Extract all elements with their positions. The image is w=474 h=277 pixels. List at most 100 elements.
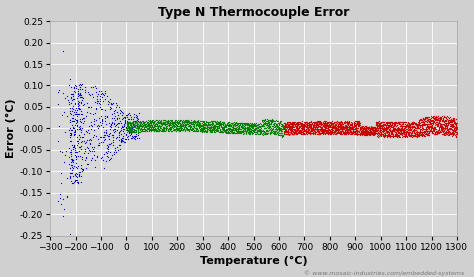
Point <box>277 131 285 135</box>
Point <box>406 130 414 135</box>
Point <box>326 123 334 128</box>
Point <box>243 127 250 131</box>
Point <box>301 129 309 133</box>
Point <box>223 130 230 134</box>
Point <box>74 94 82 98</box>
Point <box>385 130 393 134</box>
Point <box>155 126 162 130</box>
Point <box>165 122 173 126</box>
Point <box>202 119 210 124</box>
Point <box>372 127 379 132</box>
Point <box>392 127 400 132</box>
Point <box>452 124 459 128</box>
Point <box>406 128 414 132</box>
Point <box>266 119 273 124</box>
Point <box>194 120 201 124</box>
Point <box>274 130 282 134</box>
Point <box>192 126 200 130</box>
Point <box>84 105 92 109</box>
Point <box>346 129 354 134</box>
Point <box>340 125 348 129</box>
Point <box>412 128 419 132</box>
Point <box>453 126 460 130</box>
Point <box>106 150 114 154</box>
Point <box>283 121 291 126</box>
Point <box>160 118 168 122</box>
Point <box>421 122 428 127</box>
Point <box>370 132 377 137</box>
Point <box>276 132 283 137</box>
Point <box>342 124 350 128</box>
Point <box>308 121 315 126</box>
Point <box>338 124 346 128</box>
Point <box>389 130 396 134</box>
Point <box>74 140 82 145</box>
Point <box>150 120 157 124</box>
Point <box>291 132 298 136</box>
Point <box>71 173 79 177</box>
Point <box>207 122 214 127</box>
Point <box>389 134 396 138</box>
Point <box>376 127 383 132</box>
Point <box>445 132 453 136</box>
Point <box>116 135 123 140</box>
Point <box>324 128 332 132</box>
Point <box>284 120 292 124</box>
Point <box>153 127 160 132</box>
Point <box>292 132 299 136</box>
Point <box>233 123 241 127</box>
Point <box>240 130 247 135</box>
Point <box>293 121 301 126</box>
Point <box>83 145 91 150</box>
Point <box>357 127 365 131</box>
Point <box>230 125 237 130</box>
Point <box>260 129 267 134</box>
Point <box>124 126 131 130</box>
Point <box>188 118 195 122</box>
Point <box>175 123 183 128</box>
Point <box>450 116 458 120</box>
Point <box>202 119 210 124</box>
Point <box>380 129 387 134</box>
Point <box>402 131 410 136</box>
Point <box>177 122 184 126</box>
Point <box>251 124 258 129</box>
Point <box>410 127 418 132</box>
Point <box>233 120 240 125</box>
Point <box>448 122 456 127</box>
Point <box>285 123 292 127</box>
Point <box>246 132 254 136</box>
Point <box>392 130 400 135</box>
Point <box>394 120 402 124</box>
Point <box>184 120 191 124</box>
Point <box>390 120 397 124</box>
Point <box>255 124 263 129</box>
Point <box>255 126 262 130</box>
Point <box>332 127 340 131</box>
Point <box>316 126 323 131</box>
Point <box>72 123 79 127</box>
Point <box>144 127 151 131</box>
Point <box>108 102 115 106</box>
Point <box>54 138 62 143</box>
Point <box>246 127 254 132</box>
Point <box>237 127 245 131</box>
Point <box>296 127 303 132</box>
Point <box>70 119 78 123</box>
Point <box>129 135 137 140</box>
Point <box>169 122 176 127</box>
Point <box>443 117 450 122</box>
Point <box>450 124 457 128</box>
Point <box>414 133 422 137</box>
Point <box>371 129 379 134</box>
Point <box>401 129 409 134</box>
Point <box>107 100 115 105</box>
Point <box>356 121 364 125</box>
Point <box>306 122 313 126</box>
Point <box>450 126 458 130</box>
Point <box>279 123 287 127</box>
Point <box>428 131 436 135</box>
Point <box>187 122 195 126</box>
Point <box>349 125 356 129</box>
Point <box>398 129 405 134</box>
